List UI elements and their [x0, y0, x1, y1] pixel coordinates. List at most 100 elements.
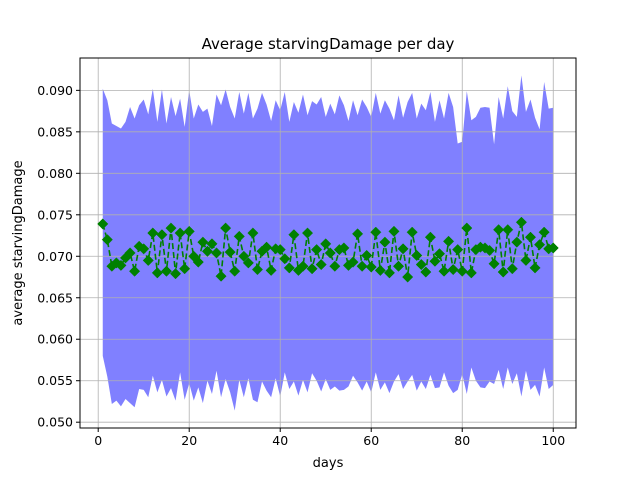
- mean-point: [511, 236, 523, 248]
- mean-point: [151, 267, 163, 279]
- mean-point: [192, 256, 204, 268]
- mean-point: [242, 257, 254, 269]
- mean-point: [197, 236, 209, 248]
- mean-point: [356, 260, 368, 272]
- mean-point: [129, 265, 141, 277]
- mean-point: [534, 239, 546, 251]
- mean-point: [138, 243, 150, 255]
- mean-point: [392, 260, 405, 272]
- mean-point: [279, 253, 291, 265]
- mean-point: [288, 229, 300, 241]
- mean-point: [224, 246, 236, 258]
- mean-point: [160, 265, 173, 277]
- x-tick-label: 100: [541, 433, 565, 448]
- y-tick-label: 0.070: [37, 249, 73, 264]
- mean-point: [420, 266, 432, 278]
- y-tick-label: 0.050: [37, 415, 73, 430]
- mean-point: [124, 247, 136, 259]
- mean-point: [101, 234, 113, 246]
- mean-line: [101, 222, 554, 278]
- mean-point: [379, 236, 391, 248]
- mean-point: [529, 262, 541, 274]
- mean-point: [320, 238, 332, 250]
- mean-point: [170, 268, 182, 280]
- mean-point: [174, 227, 186, 239]
- y-tick-label: 0.075: [37, 207, 73, 222]
- axes-frame: [79, 57, 577, 429]
- mean-point: [538, 226, 550, 238]
- mean-point: [324, 247, 336, 259]
- mean-point: [447, 263, 459, 276]
- mean-point: [502, 224, 514, 236]
- mean-point: [506, 263, 518, 275]
- x-tick-label: 80: [454, 433, 470, 448]
- mean-point: [215, 270, 227, 282]
- mean-point: [374, 264, 386, 276]
- mean-point: [156, 229, 168, 241]
- x-tick-label: 20: [181, 433, 197, 448]
- mean-series: [97, 216, 559, 283]
- y-axis-label: average starvingDamage: [11, 160, 26, 325]
- mean-point: [524, 231, 537, 243]
- mean-point: [311, 244, 323, 256]
- x-tick-label: 40: [272, 433, 288, 448]
- mean-point: [452, 244, 464, 256]
- mean-point: [238, 250, 250, 262]
- mean-point: [97, 218, 109, 230]
- mean-point: [361, 249, 373, 261]
- mean-point: [433, 248, 446, 260]
- mean-point: [370, 226, 382, 238]
- mean-point: [297, 260, 309, 272]
- mean-point: [488, 258, 500, 270]
- mean-point: [115, 259, 127, 271]
- y-tick-label: 0.080: [37, 166, 73, 181]
- mean-point: [147, 227, 159, 239]
- x-tick-label: 0: [94, 433, 102, 448]
- mean-point: [497, 266, 509, 278]
- mean-point: [201, 245, 213, 257]
- mean-point: [465, 267, 477, 279]
- mean-point: [301, 227, 314, 239]
- chart-title: Average starvingDamage per day: [202, 35, 455, 53]
- mean-point: [397, 243, 409, 255]
- mean-point: [220, 222, 232, 234]
- mean-point: [210, 247, 223, 259]
- mean-point: [329, 260, 341, 272]
- mean-point: [229, 265, 241, 277]
- mean-point: [247, 227, 259, 239]
- mean-point: [429, 255, 441, 267]
- y-tick-label: 0.065: [37, 290, 73, 305]
- mean-point: [251, 263, 264, 276]
- x-axis-label: days: [313, 456, 344, 471]
- mean-point: [438, 265, 450, 277]
- mean-point: [274, 244, 286, 256]
- mean-point: [547, 242, 559, 254]
- y-tick-label: 0.055: [37, 373, 73, 388]
- mean-point: [352, 228, 364, 240]
- mean-point: [388, 225, 400, 237]
- mean-point: [456, 265, 468, 277]
- mean-point: [515, 216, 527, 228]
- mean-point: [183, 225, 195, 237]
- mean-point: [493, 224, 505, 236]
- mean-point: [415, 259, 427, 271]
- x-axis: 0 20 40 60 80 100: [94, 428, 565, 448]
- mean-point: [306, 263, 318, 275]
- mean-point: [411, 249, 423, 261]
- mean-point: [283, 262, 295, 274]
- mean-point: [142, 254, 154, 266]
- mean-point: [338, 242, 350, 254]
- y-tick-label: 0.060: [37, 332, 73, 347]
- mean-point: [443, 235, 455, 247]
- mean-point: [383, 267, 395, 279]
- mean-point: [261, 241, 273, 253]
- mean-point: [179, 263, 191, 275]
- x-tick-label: 60: [363, 433, 379, 448]
- mean-point: [347, 256, 359, 268]
- mean-point: [520, 254, 532, 266]
- mean-point: [406, 226, 418, 238]
- y-axis: 0.050 0.055 0.060 0.065 0.070 0.075 0.080 0.085…: [37, 83, 80, 430]
- mean-point: [315, 259, 327, 271]
- y-tick-label: 0.085: [37, 124, 73, 139]
